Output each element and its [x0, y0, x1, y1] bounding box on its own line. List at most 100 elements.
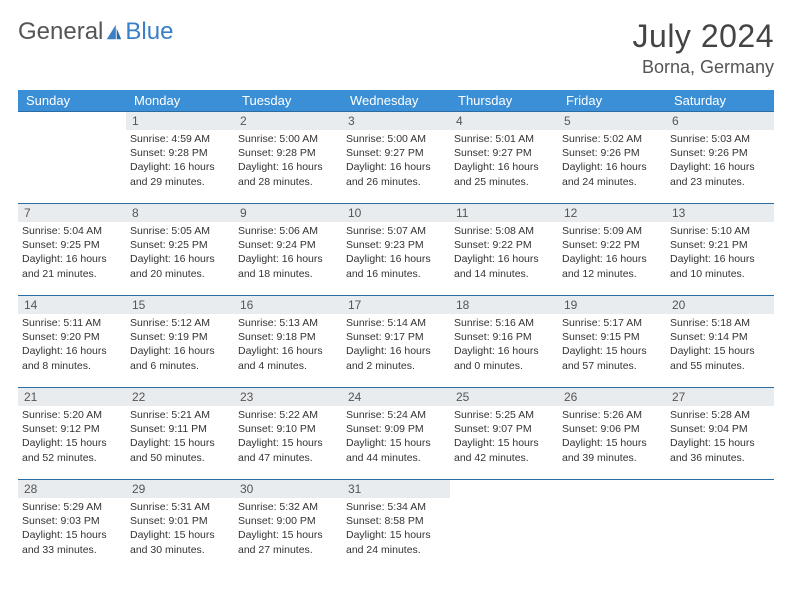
sunset-line: Sunset: 9:06 PM	[562, 422, 662, 436]
sunrise-line: Sunrise: 5:25 AM	[454, 408, 554, 422]
sail-icon	[105, 23, 123, 41]
day-details: Sunrise: 5:17 AMSunset: 9:15 PMDaylight:…	[558, 314, 666, 377]
weekday-header: Sunday	[18, 90, 126, 112]
day-number: 6	[666, 112, 774, 130]
day-details: Sunrise: 5:20 AMSunset: 9:12 PMDaylight:…	[18, 406, 126, 469]
calendar-cell: 7Sunrise: 5:04 AMSunset: 9:25 PMDaylight…	[18, 204, 126, 296]
daylight-line: Daylight: 16 hours and 4 minutes.	[238, 344, 338, 372]
day-details: Sunrise: 5:21 AMSunset: 9:11 PMDaylight:…	[126, 406, 234, 469]
sunrise-line: Sunrise: 5:20 AM	[22, 408, 122, 422]
sunrise-line: Sunrise: 5:17 AM	[562, 316, 662, 330]
sunrise-line: Sunrise: 5:13 AM	[238, 316, 338, 330]
day-details: Sunrise: 4:59 AMSunset: 9:28 PMDaylight:…	[126, 130, 234, 193]
day-details: Sunrise: 5:28 AMSunset: 9:04 PMDaylight:…	[666, 406, 774, 469]
calendar-row: 28Sunrise: 5:29 AMSunset: 9:03 PMDayligh…	[18, 480, 774, 572]
sunset-line: Sunset: 9:07 PM	[454, 422, 554, 436]
calendar-cell: 30Sunrise: 5:32 AMSunset: 9:00 PMDayligh…	[234, 480, 342, 572]
calendar-cell-empty	[18, 112, 126, 204]
day-details: Sunrise: 5:22 AMSunset: 9:10 PMDaylight:…	[234, 406, 342, 469]
sunrise-line: Sunrise: 5:10 AM	[670, 224, 770, 238]
day-details: Sunrise: 5:03 AMSunset: 9:26 PMDaylight:…	[666, 130, 774, 193]
daylight-line: Daylight: 15 hours and 50 minutes.	[130, 436, 230, 464]
weekday-header-row: SundayMondayTuesdayWednesdayThursdayFrid…	[18, 90, 774, 112]
calendar-cell: 11Sunrise: 5:08 AMSunset: 9:22 PMDayligh…	[450, 204, 558, 296]
calendar-cell: 23Sunrise: 5:22 AMSunset: 9:10 PMDayligh…	[234, 388, 342, 480]
calendar-table: SundayMondayTuesdayWednesdayThursdayFrid…	[18, 90, 774, 572]
weekday-header: Thursday	[450, 90, 558, 112]
day-number: 14	[18, 296, 126, 314]
daylight-line: Daylight: 16 hours and 25 minutes.	[454, 160, 554, 188]
sunset-line: Sunset: 9:22 PM	[562, 238, 662, 252]
weekday-header: Saturday	[666, 90, 774, 112]
daylight-line: Daylight: 15 hours and 44 minutes.	[346, 436, 446, 464]
daylight-line: Daylight: 16 hours and 24 minutes.	[562, 160, 662, 188]
calendar-cell: 21Sunrise: 5:20 AMSunset: 9:12 PMDayligh…	[18, 388, 126, 480]
day-number: 12	[558, 204, 666, 222]
day-number: 23	[234, 388, 342, 406]
daylight-line: Daylight: 16 hours and 6 minutes.	[130, 344, 230, 372]
day-details: Sunrise: 5:24 AMSunset: 9:09 PMDaylight:…	[342, 406, 450, 469]
calendar-cell: 28Sunrise: 5:29 AMSunset: 9:03 PMDayligh…	[18, 480, 126, 572]
day-number: 20	[666, 296, 774, 314]
sunset-line: Sunset: 9:28 PM	[238, 146, 338, 160]
day-details: Sunrise: 5:10 AMSunset: 9:21 PMDaylight:…	[666, 222, 774, 285]
sunrise-line: Sunrise: 5:00 AM	[238, 132, 338, 146]
day-number: 24	[342, 388, 450, 406]
sunrise-line: Sunrise: 5:29 AM	[22, 500, 122, 514]
daylight-line: Daylight: 16 hours and 21 minutes.	[22, 252, 122, 280]
calendar-cell: 14Sunrise: 5:11 AMSunset: 9:20 PMDayligh…	[18, 296, 126, 388]
calendar-cell: 17Sunrise: 5:14 AMSunset: 9:17 PMDayligh…	[342, 296, 450, 388]
sunset-line: Sunset: 9:15 PM	[562, 330, 662, 344]
sunrise-line: Sunrise: 4:59 AM	[130, 132, 230, 146]
location-label: Borna, Germany	[633, 57, 774, 78]
day-number: 17	[342, 296, 450, 314]
daylight-line: Daylight: 16 hours and 0 minutes.	[454, 344, 554, 372]
calendar-cell: 18Sunrise: 5:16 AMSunset: 9:16 PMDayligh…	[450, 296, 558, 388]
calendar-cell: 8Sunrise: 5:05 AMSunset: 9:25 PMDaylight…	[126, 204, 234, 296]
daylight-line: Daylight: 15 hours and 30 minutes.	[130, 528, 230, 556]
sunset-line: Sunset: 9:17 PM	[346, 330, 446, 344]
sunset-line: Sunset: 9:20 PM	[22, 330, 122, 344]
sunset-line: Sunset: 9:22 PM	[454, 238, 554, 252]
day-details: Sunrise: 5:07 AMSunset: 9:23 PMDaylight:…	[342, 222, 450, 285]
sunset-line: Sunset: 9:03 PM	[22, 514, 122, 528]
sunset-line: Sunset: 9:09 PM	[346, 422, 446, 436]
day-details: Sunrise: 5:00 AMSunset: 9:28 PMDaylight:…	[234, 130, 342, 193]
day-number: 11	[450, 204, 558, 222]
daylight-line: Daylight: 16 hours and 26 minutes.	[346, 160, 446, 188]
daylight-line: Daylight: 16 hours and 14 minutes.	[454, 252, 554, 280]
calendar-cell: 25Sunrise: 5:25 AMSunset: 9:07 PMDayligh…	[450, 388, 558, 480]
daylight-line: Daylight: 16 hours and 12 minutes.	[562, 252, 662, 280]
day-number: 16	[234, 296, 342, 314]
calendar-cell-empty	[558, 480, 666, 572]
calendar-cell: 5Sunrise: 5:02 AMSunset: 9:26 PMDaylight…	[558, 112, 666, 204]
sunset-line: Sunset: 9:26 PM	[670, 146, 770, 160]
day-number: 2	[234, 112, 342, 130]
daylight-line: Daylight: 15 hours and 42 minutes.	[454, 436, 554, 464]
weekday-header: Wednesday	[342, 90, 450, 112]
sunrise-line: Sunrise: 5:12 AM	[130, 316, 230, 330]
calendar-cell: 16Sunrise: 5:13 AMSunset: 9:18 PMDayligh…	[234, 296, 342, 388]
sunrise-line: Sunrise: 5:14 AM	[346, 316, 446, 330]
day-details: Sunrise: 5:06 AMSunset: 9:24 PMDaylight:…	[234, 222, 342, 285]
sunrise-line: Sunrise: 5:18 AM	[670, 316, 770, 330]
sunset-line: Sunset: 9:12 PM	[22, 422, 122, 436]
logo: General Blue	[18, 18, 173, 46]
logo-text-general: General	[18, 18, 103, 46]
sunset-line: Sunset: 9:04 PM	[670, 422, 770, 436]
daylight-line: Daylight: 16 hours and 16 minutes.	[346, 252, 446, 280]
daylight-line: Daylight: 15 hours and 52 minutes.	[22, 436, 122, 464]
calendar-cell: 24Sunrise: 5:24 AMSunset: 9:09 PMDayligh…	[342, 388, 450, 480]
day-details: Sunrise: 5:16 AMSunset: 9:16 PMDaylight:…	[450, 314, 558, 377]
title-block: July 2024 Borna, Germany	[633, 18, 774, 78]
day-number: 8	[126, 204, 234, 222]
day-number: 31	[342, 480, 450, 498]
sunset-line: Sunset: 8:58 PM	[346, 514, 446, 528]
daylight-line: Daylight: 15 hours and 47 minutes.	[238, 436, 338, 464]
day-number: 26	[558, 388, 666, 406]
day-number: 29	[126, 480, 234, 498]
day-details: Sunrise: 5:32 AMSunset: 9:00 PMDaylight:…	[234, 498, 342, 561]
sunrise-line: Sunrise: 5:05 AM	[130, 224, 230, 238]
weekday-header: Tuesday	[234, 90, 342, 112]
calendar-cell: 15Sunrise: 5:12 AMSunset: 9:19 PMDayligh…	[126, 296, 234, 388]
